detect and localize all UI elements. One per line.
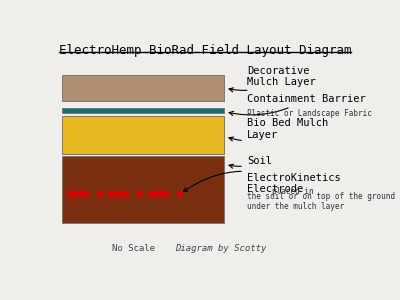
Text: placed in: placed in [272,187,313,196]
Bar [177,191,183,196]
Bar [96,191,103,196]
Bar [62,108,224,113]
Text: the soil or on top of the ground
under the mulch layer: the soil or on top of the ground under t… [247,192,395,211]
Bar [67,191,89,196]
Bar [137,191,143,196]
Text: Bio Bed Mulch
Layer: Bio Bed Mulch Layer [229,118,328,141]
Text: ElectroHemp BioRad Field Layout Diagram: ElectroHemp BioRad Field Layout Diagram [59,44,351,57]
Text: No Scale: No Scale [112,244,155,253]
Bar [62,156,224,223]
Text: Soil: Soil [229,156,272,168]
Text: Containment Barrier: Containment Barrier [229,94,366,116]
Bar [107,191,129,196]
Bar [148,191,169,196]
Text: Diagram by Scotty: Diagram by Scotty [175,244,266,253]
Bar [62,116,224,154]
Text: ElectroKinetics
Electrode: ElectroKinetics Electrode [184,171,341,194]
Text: Plastic or Landscape Fabric: Plastic or Landscape Fabric [247,109,372,118]
Text: Decorative
Mulch Layer: Decorative Mulch Layer [229,66,316,92]
Bar [62,75,224,101]
